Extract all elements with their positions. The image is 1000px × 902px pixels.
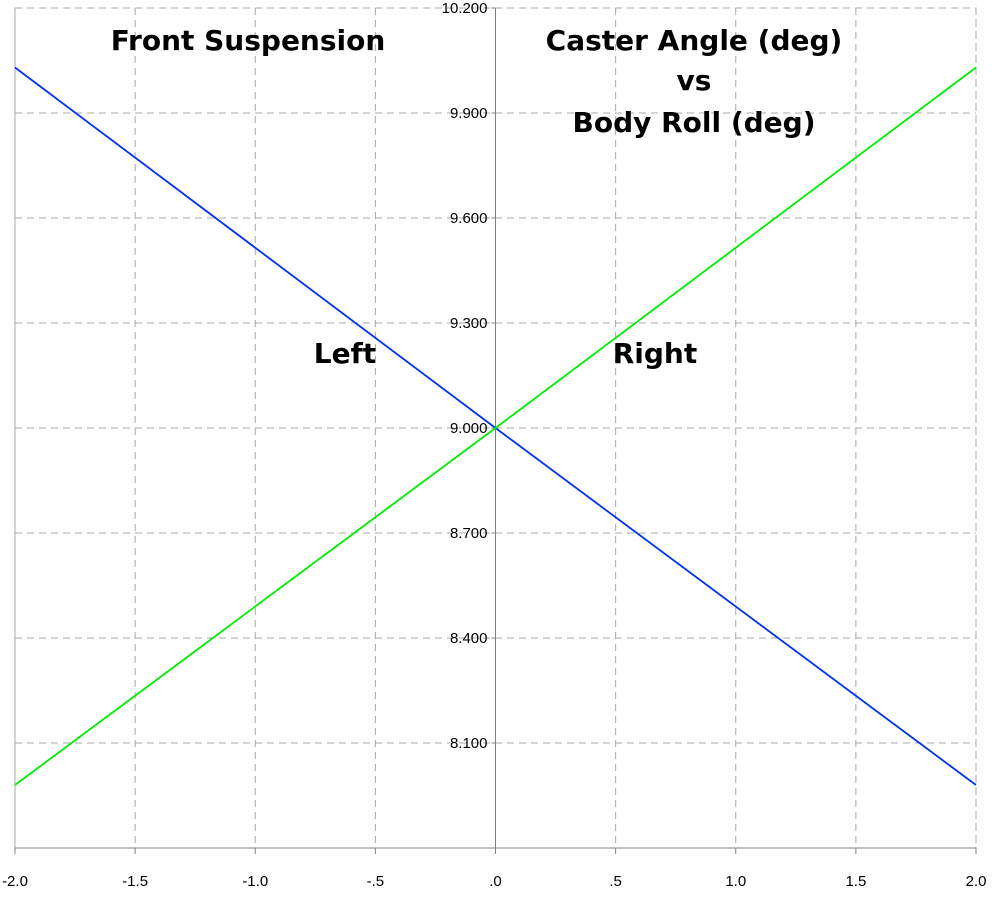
labels: Front Suspension Caster Angle (deg) vs B… <box>111 24 843 370</box>
y-tick-label: 10.200 <box>442 0 488 17</box>
y-tick-label: 8.400 <box>450 630 488 647</box>
x-tick-label: -.5 <box>367 873 385 890</box>
y-tick-label: 9.600 <box>450 210 488 227</box>
y-tick-label: 9.900 <box>450 105 488 122</box>
chart-title-right-line-1: Caster Angle (deg) <box>546 24 843 57</box>
y-tick-label: 8.100 <box>450 735 488 752</box>
series-label-left: Left <box>314 337 376 370</box>
x-tick-label: 2.0 <box>966 873 987 890</box>
x-tick-label: -1.0 <box>242 873 268 890</box>
x-tick-label: 1.5 <box>845 873 866 890</box>
chart-title-left: Front Suspension <box>111 24 386 57</box>
x-tick-label: .0 <box>489 873 502 890</box>
chart-title-right-line-2: vs <box>677 64 712 97</box>
x-tick-label: 1.0 <box>725 873 746 890</box>
chart-title-right-line-3: Body Roll (deg) <box>572 106 815 139</box>
x-tick-label: .5 <box>609 873 622 890</box>
y-tick-label: 9.300 <box>450 315 488 332</box>
x-tick-label: -2.0 <box>2 873 28 890</box>
series-label-right: Right <box>613 337 698 370</box>
series <box>14 66 977 786</box>
axes: 8.100 8.400 8.700 9.000 9.300 9.600 9.900 10.20… <box>2 0 986 890</box>
x-tick-label: -1.5 <box>122 873 148 890</box>
series-line-right <box>14 66 977 786</box>
y-tick-label: 9.000 <box>450 420 488 437</box>
y-tick-label: 8.700 <box>450 525 488 542</box>
